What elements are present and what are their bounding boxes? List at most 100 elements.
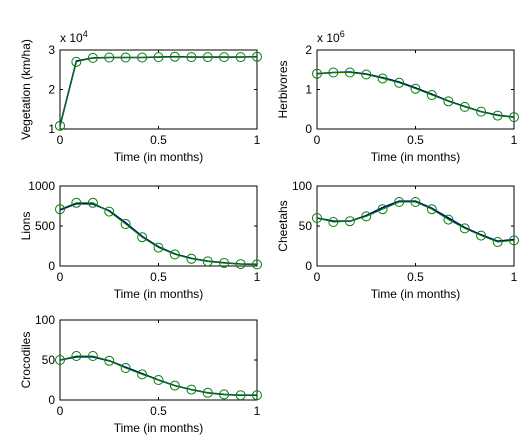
x-axis-label: Time (in months) — [371, 287, 461, 301]
y-tick-label: 50 — [42, 353, 56, 367]
data-point — [476, 230, 487, 241]
data-point — [120, 52, 131, 63]
data-point — [219, 257, 230, 268]
data-point — [394, 77, 405, 88]
x-tick-label: 0 — [314, 270, 321, 284]
data-point — [312, 68, 322, 79]
x-tick-label: 1 — [254, 404, 261, 418]
chart-panel-2: 0 0.5 1 0 500 1000 Time (in months) Lions — [19, 179, 262, 301]
data-point — [426, 204, 437, 215]
data-point — [377, 73, 388, 84]
x-tick-label: 0.5 — [150, 270, 167, 284]
x-tick-label: 0.5 — [407, 133, 424, 147]
data-point — [219, 389, 230, 400]
y-tick-label: 50 — [299, 219, 313, 233]
series-line-1 — [59, 56, 258, 126]
data-point — [252, 390, 262, 401]
data-point — [153, 375, 164, 385]
x-tick-label: 1 — [511, 133, 518, 147]
chart-panel-1: 0 0.5 1 0 1 2 Time (in months) Herbivores x 106 — [276, 29, 519, 164]
x-tick-label: 1 — [254, 133, 261, 147]
data-point — [219, 52, 230, 63]
series-line-1 — [316, 201, 515, 243]
data-point — [235, 259, 246, 270]
data-point — [492, 110, 503, 121]
data-point — [344, 216, 355, 227]
data-point — [476, 106, 487, 117]
x-tick-label: 1 — [511, 270, 518, 284]
series-line-1 — [316, 72, 515, 118]
series-line-1 — [59, 202, 258, 265]
x-tick-label: 0.5 — [407, 270, 424, 284]
data-point — [328, 217, 339, 227]
data-point — [410, 83, 421, 94]
y-axis-label: Cheetahs — [276, 200, 290, 251]
chart-panel-4: 0 0.5 1 0 50 100 Time (in months) Crocodiles — [19, 313, 262, 435]
data-point — [328, 67, 339, 78]
y-axis-label: Lions — [19, 212, 33, 241]
y-tick-label: 2 — [48, 83, 55, 97]
y-tick-label: 1 — [305, 83, 312, 97]
data-point — [153, 52, 164, 63]
data-point — [202, 52, 213, 63]
x-tick-label: 0.5 — [150, 133, 167, 147]
data-point — [235, 390, 246, 401]
y-exponent-power: 4 — [83, 29, 88, 39]
axes-box — [316, 49, 515, 130]
data-point — [459, 223, 470, 234]
data-point — [137, 369, 148, 380]
y-axis-label: Vegetation (km/ha) — [19, 39, 33, 140]
data-point — [87, 351, 98, 361]
data-point — [252, 259, 262, 270]
data-point — [120, 219, 131, 229]
data-point — [394, 197, 405, 207]
series-line-0 — [316, 71, 515, 118]
data-point — [55, 204, 65, 215]
y-tick-label: 0 — [48, 259, 55, 273]
data-point — [169, 380, 180, 391]
x-tick-label: 0 — [57, 133, 64, 147]
data-point — [252, 51, 262, 62]
data-point — [120, 363, 131, 373]
data-point — [410, 197, 421, 207]
y-tick-label: 2 — [305, 43, 312, 57]
data-point — [344, 67, 355, 78]
series-line-0 — [59, 202, 258, 266]
data-point — [169, 249, 180, 260]
data-point — [137, 52, 148, 63]
data-point — [87, 52, 98, 63]
data-point — [202, 387, 213, 398]
data-point — [426, 90, 437, 101]
data-point — [509, 235, 519, 246]
y-tick-label: 500 — [35, 219, 55, 233]
x-tick-label: 0 — [314, 133, 321, 147]
x-tick-label: 0 — [57, 404, 64, 418]
y-axis-label: Herbivores — [276, 60, 290, 118]
data-point — [104, 355, 115, 366]
data-point — [104, 52, 115, 63]
data-point — [492, 237, 503, 247]
data-point — [71, 197, 82, 208]
data-point — [312, 213, 322, 223]
x-tick-label: 0 — [57, 270, 64, 284]
y-tick-label: 0 — [48, 393, 55, 407]
data-point — [137, 232, 148, 243]
axes-box — [59, 185, 258, 267]
series-line-0 — [59, 55, 258, 126]
data-point — [377, 204, 388, 215]
data-point — [186, 52, 197, 63]
data-point — [71, 56, 82, 67]
data-point — [361, 211, 372, 222]
data-point — [153, 242, 164, 253]
y-tick-label: 1 — [48, 122, 55, 136]
y-axis-label: Crocodiles — [19, 332, 33, 389]
y-exponent-base: x 10 — [60, 31, 83, 45]
y-tick-label: 0 — [305, 259, 312, 273]
series-line-1 — [59, 355, 257, 396]
data-point — [202, 256, 213, 267]
data-point — [509, 112, 519, 123]
y-tick-label: 100 — [35, 313, 55, 327]
data-point — [186, 384, 197, 395]
data-point — [55, 355, 65, 365]
y-exponent-power: 6 — [340, 29, 345, 39]
